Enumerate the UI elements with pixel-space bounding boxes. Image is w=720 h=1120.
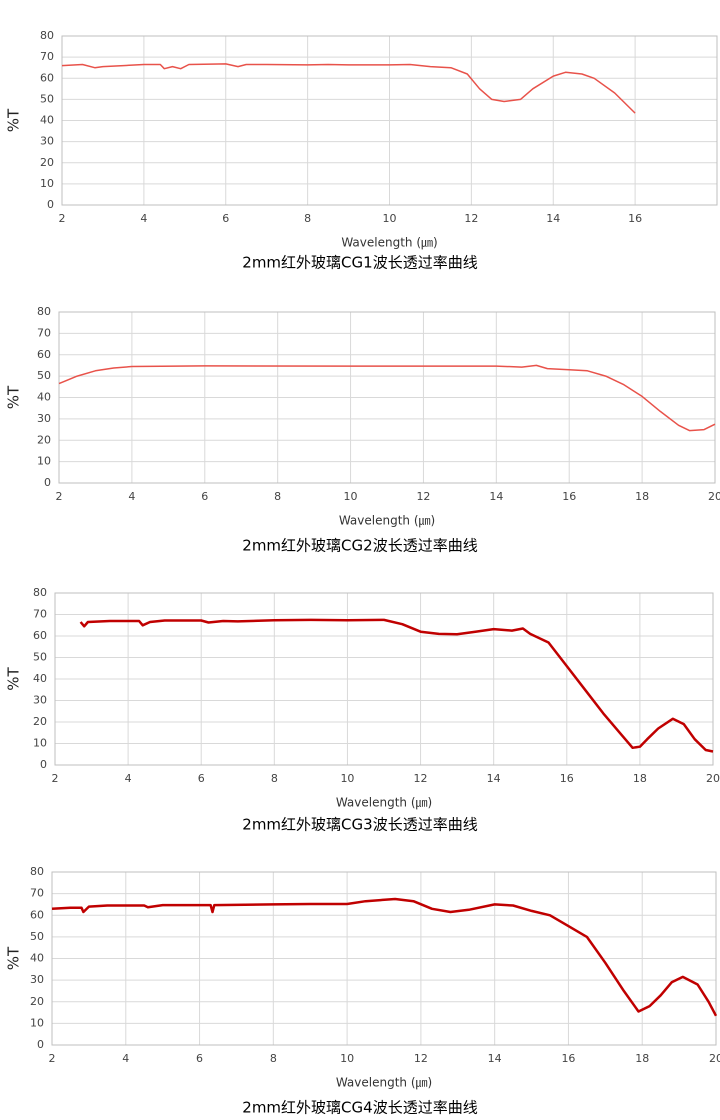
x-tick-label: 12 (416, 490, 430, 503)
y-tick-label: 70 (37, 326, 51, 339)
x-tick-label: 14 (489, 490, 503, 503)
y-tick-label: 0 (44, 476, 51, 489)
y-tick-label: 70 (33, 608, 47, 621)
x-tick-label: 16 (560, 772, 574, 785)
y-tick-label: 10 (37, 455, 51, 468)
x-axis-label: Wavelength (㎛) (336, 796, 432, 810)
y-tick-label: 0 (40, 758, 47, 771)
data-line (51, 897, 718, 1017)
y-tick-label: 80 (33, 586, 47, 599)
y-tick-label: 40 (30, 952, 44, 965)
x-tick-label: 6 (201, 490, 208, 503)
x-tick-label: 14 (546, 212, 560, 225)
x-axis-label: Wavelength (㎛) (336, 1076, 432, 1090)
x-tick-label: 8 (274, 490, 281, 503)
x-axis-label: Wavelength (㎛) (341, 236, 437, 250)
x-tick-label: 20 (709, 1052, 720, 1065)
chart-title: 2mm红外玻璃CG3波长透过率曲线 (242, 816, 477, 834)
x-tick-label: 6 (222, 212, 229, 225)
x-tick-label: 16 (561, 1052, 575, 1065)
x-tick-label: 6 (196, 1052, 203, 1065)
plot-frame (51, 871, 717, 1046)
data-line (61, 63, 636, 114)
x-tick-label: 2 (59, 212, 66, 225)
y-tick-label: 40 (37, 391, 51, 404)
y-tick-label: 20 (33, 715, 47, 728)
y-tick-label: 50 (30, 930, 44, 943)
y-tick-label: 80 (37, 305, 51, 318)
y-tick-label: 0 (37, 1038, 44, 1051)
y-tick-label: 10 (40, 177, 54, 190)
x-tick-label: 4 (140, 212, 147, 225)
x-tick-label: 18 (633, 772, 647, 785)
x-tick-label: 14 (487, 772, 501, 785)
y-tick-label: 80 (40, 29, 54, 42)
x-tick-label: 12 (464, 212, 478, 225)
x-tick-label: 8 (304, 212, 311, 225)
y-axis-label: %T (5, 666, 23, 690)
x-tick-label: 18 (635, 490, 649, 503)
y-tick-label: 70 (40, 50, 54, 63)
x-tick-label: 2 (49, 1052, 56, 1065)
y-tick-label: 30 (30, 973, 44, 986)
x-tick-label: 12 (414, 772, 428, 785)
y-tick-label: 30 (40, 135, 54, 148)
x-tick-label: 10 (340, 1052, 354, 1065)
x-axis-label: Wavelength (㎛) (339, 514, 435, 528)
plot-frame (61, 35, 718, 206)
x-tick-label: 2 (56, 490, 63, 503)
data-line (79, 618, 714, 753)
x-tick-label: 6 (198, 772, 205, 785)
y-tick-label: 30 (33, 694, 47, 707)
x-tick-label: 2 (52, 772, 59, 785)
chart: 0 10 20 30 40 50 60 70 80 2 4 6 8 10 12 14 16 18 20 Wavelen… (5, 586, 720, 834)
x-tick-label: 20 (708, 490, 720, 503)
y-tick-label: 20 (30, 995, 44, 1008)
chart: 0 10 20 30 40 50 60 70 80 2 4 6 8 10 12 14 16 18 20 Wavelen… (5, 305, 720, 555)
y-tick-label: 60 (37, 348, 51, 361)
y-tick-label: 50 (40, 92, 54, 105)
y-tick-label: 10 (33, 737, 47, 750)
y-tick-label: 20 (37, 433, 51, 446)
chart: 0 10 20 30 40 50 60 70 80 2 4 6 8 10 12 14 16 18 20 Wavelen… (5, 865, 720, 1117)
y-tick-label: 10 (30, 1016, 44, 1029)
y-axis-label: %T (5, 108, 23, 132)
x-tick-label: 4 (128, 490, 135, 503)
y-tick-label: 50 (33, 651, 47, 664)
y-axis-label: %T (5, 946, 23, 970)
data-line (58, 364, 716, 432)
y-tick-label: 60 (33, 629, 47, 642)
chart-title: 2mm红外玻璃CG1波长透过率曲线 (242, 254, 477, 272)
x-tick-label: 12 (414, 1052, 428, 1065)
y-tick-label: 70 (30, 887, 44, 900)
x-tick-label: 10 (344, 490, 358, 503)
chart-title: 2mm红外玻璃CG4波长透过率曲线 (242, 1099, 477, 1117)
x-tick-label: 4 (122, 1052, 129, 1065)
plot-frame (54, 592, 714, 766)
y-tick-label: 30 (37, 412, 51, 425)
x-tick-label: 16 (628, 212, 642, 225)
x-tick-label: 4 (125, 772, 132, 785)
y-tick-label: 20 (40, 156, 54, 169)
x-tick-label: 8 (270, 1052, 277, 1065)
y-tick-label: 0 (47, 198, 54, 211)
y-tick-label: 40 (40, 114, 54, 127)
y-tick-label: 60 (30, 908, 44, 921)
y-tick-label: 80 (30, 865, 44, 878)
x-tick-label: 20 (706, 772, 720, 785)
y-tick-label: 60 (40, 71, 54, 84)
x-tick-label: 10 (340, 772, 354, 785)
x-tick-label: 10 (383, 212, 397, 225)
chart-title: 2mm红外玻璃CG2波长透过率曲线 (242, 537, 477, 555)
y-tick-label: 40 (33, 672, 47, 685)
x-tick-label: 18 (635, 1052, 649, 1065)
chart: 0 10 20 30 40 50 60 70 80 2 4 6 8 10 12 14 16 Wavelength … (5, 29, 718, 272)
y-tick-label: 50 (37, 369, 51, 382)
x-tick-label: 8 (271, 772, 278, 785)
plot-frame (58, 311, 716, 484)
x-tick-label: 16 (562, 490, 576, 503)
y-axis-label: %T (5, 385, 23, 409)
x-tick-label: 14 (488, 1052, 502, 1065)
